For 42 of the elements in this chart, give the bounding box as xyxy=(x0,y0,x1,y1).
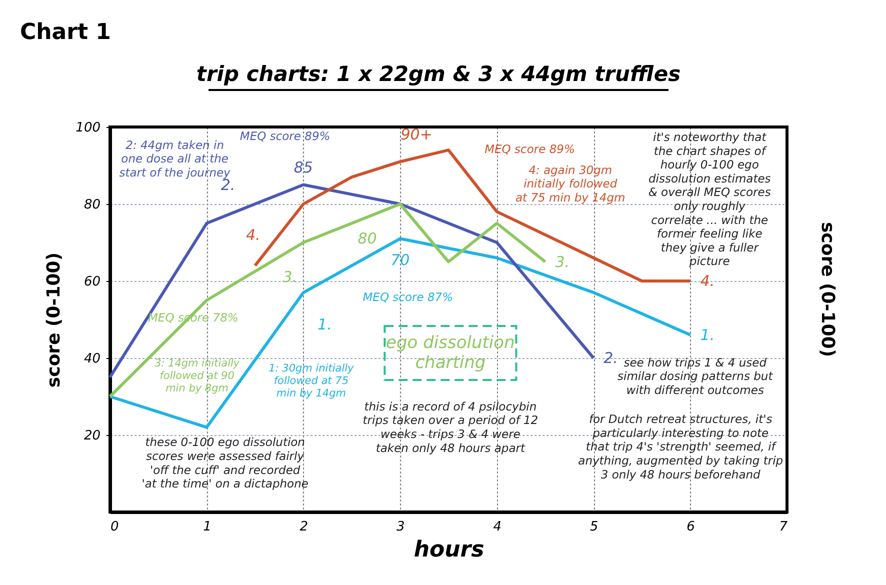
annotation: MEQ score 87% xyxy=(362,290,454,304)
y-tick-label: 20 xyxy=(84,428,100,444)
text: it's noteworthy that the chart shapes of hourly 0-100 ego dissolution estimates & overall MEQ scores only roughly correlate ... with the former feeling like they give a fuller picture xyxy=(648,130,771,268)
annotation: 4. xyxy=(700,272,715,290)
annotation: 90+ xyxy=(400,126,432,144)
annotation: MEQ score 89% xyxy=(484,142,575,156)
y-tick-label: 100 xyxy=(76,120,100,136)
x-axis-title: hours xyxy=(414,538,484,562)
annotation: for Dutch retreat structures, it's particularly interesting to note that trip 4's 'strength' seemed, if anything, augmented by taking trip 3 only 48 hours beforehand xyxy=(578,412,784,482)
x-tick-label: 2 xyxy=(300,520,308,534)
x-tick-label: 1 xyxy=(203,520,212,534)
annotation: 85 xyxy=(294,158,313,176)
annotation: this is a record of 4 psilocybin trips taken over a period of 12 weeks - trips 3 & 4 were taken only 48 hours apart xyxy=(362,399,538,455)
annotation: 1: 30gm initially followed at 75 min by 14gm xyxy=(268,362,355,400)
chart-title: Chart 1 xyxy=(20,20,111,45)
line-series xyxy=(108,202,547,398)
y-tick-label: 40 xyxy=(84,352,100,366)
x-tick-label: 3 xyxy=(396,520,405,534)
annotation: MEQ score 89% xyxy=(240,129,330,144)
x-tick-label: 0 xyxy=(110,520,119,534)
annotation: ego dissolution charting xyxy=(386,332,515,374)
chart-subtitle: trip charts: 1 x 22gm & 3 x 44gm truffles xyxy=(196,62,681,86)
x-tick-label: 4 xyxy=(493,520,502,534)
annotation: 1. xyxy=(318,316,332,334)
y-axis-title: score (0-100) xyxy=(44,252,65,388)
y2-axis-title: score (0-100) xyxy=(817,222,838,358)
annotation: 3: 14gm initially followed at 90 min by 8gm xyxy=(154,357,240,395)
annotation: see how trips 1 & 4 used similar dosing patterns but with different outcomes xyxy=(618,355,774,398)
annotation: 80 xyxy=(358,230,377,248)
x-tick-label: 6 xyxy=(686,520,695,534)
y-tick-label: 80 xyxy=(84,198,100,212)
series-label: 1. xyxy=(700,326,715,344)
series-label: 3. xyxy=(555,252,570,271)
y-tick-label: 60 xyxy=(84,274,100,290)
annotation: these 0-100 ego dissolution scores were assessed fairly 'off the cuff' and recorded 'at the time' on a dictaphone xyxy=(142,435,308,491)
x-tick-label: 5 xyxy=(590,520,598,534)
series-label: 2. xyxy=(604,349,618,367)
annotation: 3. xyxy=(282,268,298,286)
annotation: 4: again 30gm initially followed at 75 min by 14gm xyxy=(515,162,626,205)
x-tick-label: 7 xyxy=(779,520,788,534)
series-label: 4. xyxy=(246,226,260,244)
annotation: 70 xyxy=(390,251,410,270)
